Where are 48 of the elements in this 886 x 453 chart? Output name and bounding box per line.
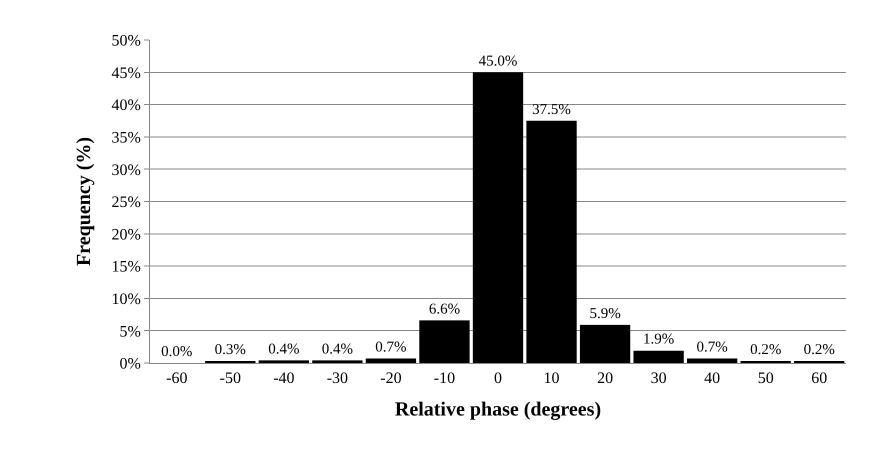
y-tick-label: 45% <box>111 64 141 82</box>
x-tick-label: 50 <box>758 370 774 388</box>
data-label: 45.0% <box>478 53 518 70</box>
x-tick-label: -60 <box>166 370 188 388</box>
y-tick-label: 50% <box>111 32 141 50</box>
bar <box>366 358 416 363</box>
data-label: 0.4% <box>322 341 354 358</box>
bar <box>419 320 470 363</box>
x-tick-label: 20 <box>597 370 614 388</box>
y-tick-label: 20% <box>111 226 141 244</box>
bar <box>258 360 310 363</box>
data-label: 5.9% <box>589 306 621 322</box>
y-tick-label: 35% <box>111 130 141 146</box>
y-tick-label: 30% <box>111 162 141 179</box>
data-label: 1.9% <box>642 332 674 348</box>
bar <box>526 120 577 363</box>
x-tick-label: -20 <box>380 370 402 388</box>
y-tick-label: 0% <box>119 356 141 373</box>
x-tick-label: 30 <box>650 370 667 388</box>
y-tick-label: 15% <box>111 258 141 276</box>
x-tick-label: 0 <box>494 370 502 388</box>
y-tick-label: 10% <box>111 291 141 308</box>
x-tick-label: 60 <box>811 370 828 388</box>
y-tick-label: 5% <box>119 323 141 340</box>
x-tick-label: -30 <box>326 370 348 388</box>
data-label: 0.2% <box>750 342 782 358</box>
bar <box>580 324 630 363</box>
y-tick-label: 40% <box>111 97 141 114</box>
bar <box>312 360 363 363</box>
bar <box>633 350 684 363</box>
x-tick-label: 40 <box>704 370 720 388</box>
data-label: 37.5% <box>532 102 571 118</box>
data-label: 0.2% <box>804 342 835 358</box>
data-label: 0.4% <box>268 341 300 358</box>
x-tick-label: -50 <box>220 370 241 388</box>
y-tick-label: 25% <box>111 194 141 212</box>
data-label: 0.0% <box>161 344 192 360</box>
bar <box>686 358 738 363</box>
data-label: 6.6% <box>428 301 460 318</box>
y-axis-title: Frequency (%) <box>72 136 95 266</box>
data-label: 0.7% <box>375 339 407 356</box>
x-axis-title: Relative phase (degrees) <box>394 398 602 421</box>
x-tick-label: -10 <box>434 370 456 388</box>
data-label: 0.3% <box>214 342 246 358</box>
x-tick-label: 10 <box>544 370 560 388</box>
data-label: 0.7% <box>696 339 728 356</box>
x-tick-label: -40 <box>273 370 295 388</box>
bar <box>472 72 524 363</box>
